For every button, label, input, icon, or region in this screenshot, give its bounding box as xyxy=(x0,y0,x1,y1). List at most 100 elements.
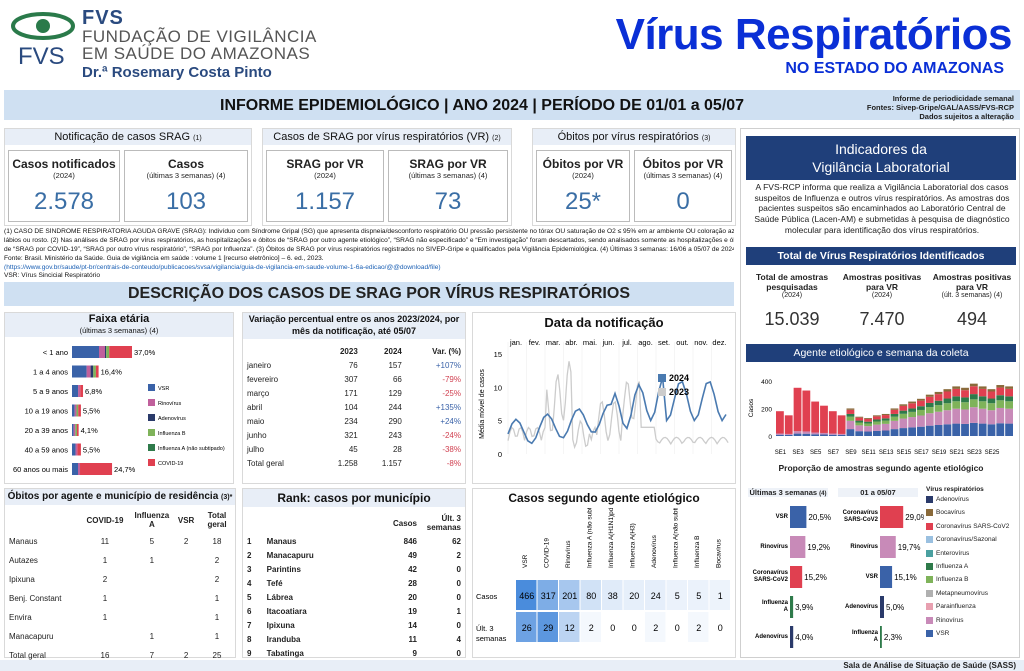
se-x-tick: SE17 xyxy=(914,450,929,456)
month-label: jul. xyxy=(621,338,632,347)
prop-pct: 2,3% xyxy=(884,633,902,642)
se-bar-seg xyxy=(978,386,987,389)
se-bar-seg xyxy=(864,418,872,419)
se-bar-seg xyxy=(908,427,917,436)
se-bar-seg xyxy=(969,383,978,387)
se-y-label: Casos xyxy=(748,398,755,417)
month-label: fev. xyxy=(529,338,541,347)
month-label: set. xyxy=(658,338,670,347)
agent-col-label: Influenza A(H1N1)pdm09 xyxy=(608,508,615,568)
se-bar-seg xyxy=(925,394,934,397)
se-bar-seg xyxy=(837,434,846,436)
se-bar-seg xyxy=(961,397,969,403)
se-bar-seg xyxy=(890,413,899,417)
se-bar-seg xyxy=(793,433,802,436)
footnote-1: (1) CASO DE SÍNDROME RESPIRATÓRIA AGUDA … xyxy=(4,228,734,235)
se-bar-seg xyxy=(872,430,881,436)
se-bar-seg xyxy=(969,394,978,400)
faixa-bar-seg xyxy=(99,346,105,358)
faixa-pct: 6,8% xyxy=(85,387,102,396)
legend-2023-swatch xyxy=(658,388,666,396)
prop-label: VSR xyxy=(776,514,789,520)
agent-value: 0 xyxy=(610,623,615,633)
faixa-legend-swatch xyxy=(148,429,155,436)
y-tick: 10 xyxy=(494,383,502,392)
variacao-row: abril 104 244 +135% xyxy=(247,402,461,412)
faixa-bar-seg xyxy=(106,346,110,358)
srag-head: Notificação de casos SRAG (1) xyxy=(5,129,251,145)
faixa-panel xyxy=(4,312,234,484)
faixa-bar-seg xyxy=(78,463,81,475)
se-bar-seg xyxy=(784,433,793,435)
footnote: (1) CASO DE SÍNDROME RESPIRATÓRIA AGUDA … xyxy=(4,228,734,281)
agent-value: 2 xyxy=(589,623,594,633)
agent-col-label: Adenovírus xyxy=(651,534,658,568)
se-bar-seg xyxy=(864,421,872,424)
rank-row: 2 Manacapuru 49 2 xyxy=(247,550,461,560)
prop-pct: 29,0% xyxy=(905,513,924,522)
prop-chart: VSR 20,5%Rinovírus 19,2%CoronavírusSARS-Co… xyxy=(753,506,924,648)
se-bar-seg xyxy=(820,405,828,433)
se-bar-seg xyxy=(802,431,811,434)
se-bar-seg xyxy=(890,416,899,421)
agent-value: 29 xyxy=(543,623,553,633)
fvs-eye-logo-icon: FVS xyxy=(11,12,75,70)
obitosmun-total-row: Total geral 16 7 2 25 xyxy=(9,651,222,660)
faixa-label: 5 a 9 anos xyxy=(33,387,68,396)
se-bar-seg xyxy=(961,423,969,436)
prop-bar xyxy=(880,506,904,528)
agent-cell xyxy=(645,612,666,642)
se-bar-seg xyxy=(969,422,978,436)
se-bar-seg xyxy=(908,417,917,428)
prop-bar xyxy=(790,506,807,528)
prop-bar xyxy=(790,596,794,618)
prop-pct: 4,0% xyxy=(795,633,813,642)
srag-card-3sem: Casos (últimas 3 semanas) (4) 103 xyxy=(124,150,248,222)
se-bar-seg xyxy=(837,415,846,434)
se-y-tick: 0 xyxy=(768,434,772,441)
prop-pct: 5,0% xyxy=(886,603,904,612)
prop-label: Coronavírus xyxy=(843,510,879,516)
variacao-head: Variação percentual entre os anos 2023/2… xyxy=(243,313,465,339)
report-title: INFORME EPIDEMIOLÓGICO | ANO 2024 | PERÍ… xyxy=(220,97,745,114)
footnote-source: Fonte: Brasil. Ministério da Saúde. Guia… xyxy=(4,254,324,262)
se-bar-seg xyxy=(908,401,917,404)
virus-legend-item: Influenza A xyxy=(926,562,1020,576)
faixa-pct: 5,5% xyxy=(83,446,100,455)
faixa-label: 10 a 19 anos xyxy=(25,407,69,416)
faixa-bar-seg xyxy=(73,424,76,436)
se-bar-seg xyxy=(908,411,917,418)
se-bar-seg xyxy=(899,405,908,411)
prop-label: Coronavírus xyxy=(753,570,789,576)
legend-2023: 2023 xyxy=(669,387,689,397)
se-bar-seg xyxy=(969,407,978,423)
vr-card-2024: SRAG por VR (2024) 1.157 xyxy=(266,150,384,222)
prop-label-2: SARS-CoV2 xyxy=(754,577,789,583)
se-bar-seg xyxy=(864,423,872,427)
month-label: nov. xyxy=(694,338,708,347)
se-bar-seg xyxy=(987,398,996,404)
faixa-bar-seg xyxy=(72,463,79,475)
virus-legend-item: Coronavírus SARS-CoV2 xyxy=(926,522,1020,536)
se-bar-seg xyxy=(943,424,952,436)
agent-col-label: Influenza A(H3) xyxy=(629,523,636,568)
faixa-label: 1 a 4 anos xyxy=(33,368,68,377)
faixa-bar-seg xyxy=(75,443,78,456)
se-bar-seg xyxy=(864,431,872,436)
agent-value: 0 xyxy=(675,623,680,633)
se-y-tick: 200 xyxy=(761,406,772,413)
obitos-card-2024: Óbitos por VR (2024) 25* xyxy=(536,150,630,222)
page-subtitle: NO ESTADO DO AMAZONAS xyxy=(785,60,1004,77)
lab-positivas-3sem: Amostras positivas para VR (últ. 3 semana… xyxy=(932,272,1012,329)
se-x-tick: SE21 xyxy=(949,450,964,456)
footnote-link[interactable]: (https://www.gov.br/saude/pt-br/centrais… xyxy=(4,263,441,271)
se-bar-seg xyxy=(978,401,987,409)
se-bar-seg xyxy=(925,413,934,426)
month-label: mai. xyxy=(583,338,597,347)
se-bar-seg xyxy=(1005,423,1013,436)
fvs-title: FVS xyxy=(82,7,124,29)
y-tick: 15 xyxy=(494,350,502,359)
obitos-card-3sem: Óbitos por VR (últimas 3 semanas) (4) 0 xyxy=(634,150,732,222)
se-bar-seg xyxy=(872,415,881,417)
